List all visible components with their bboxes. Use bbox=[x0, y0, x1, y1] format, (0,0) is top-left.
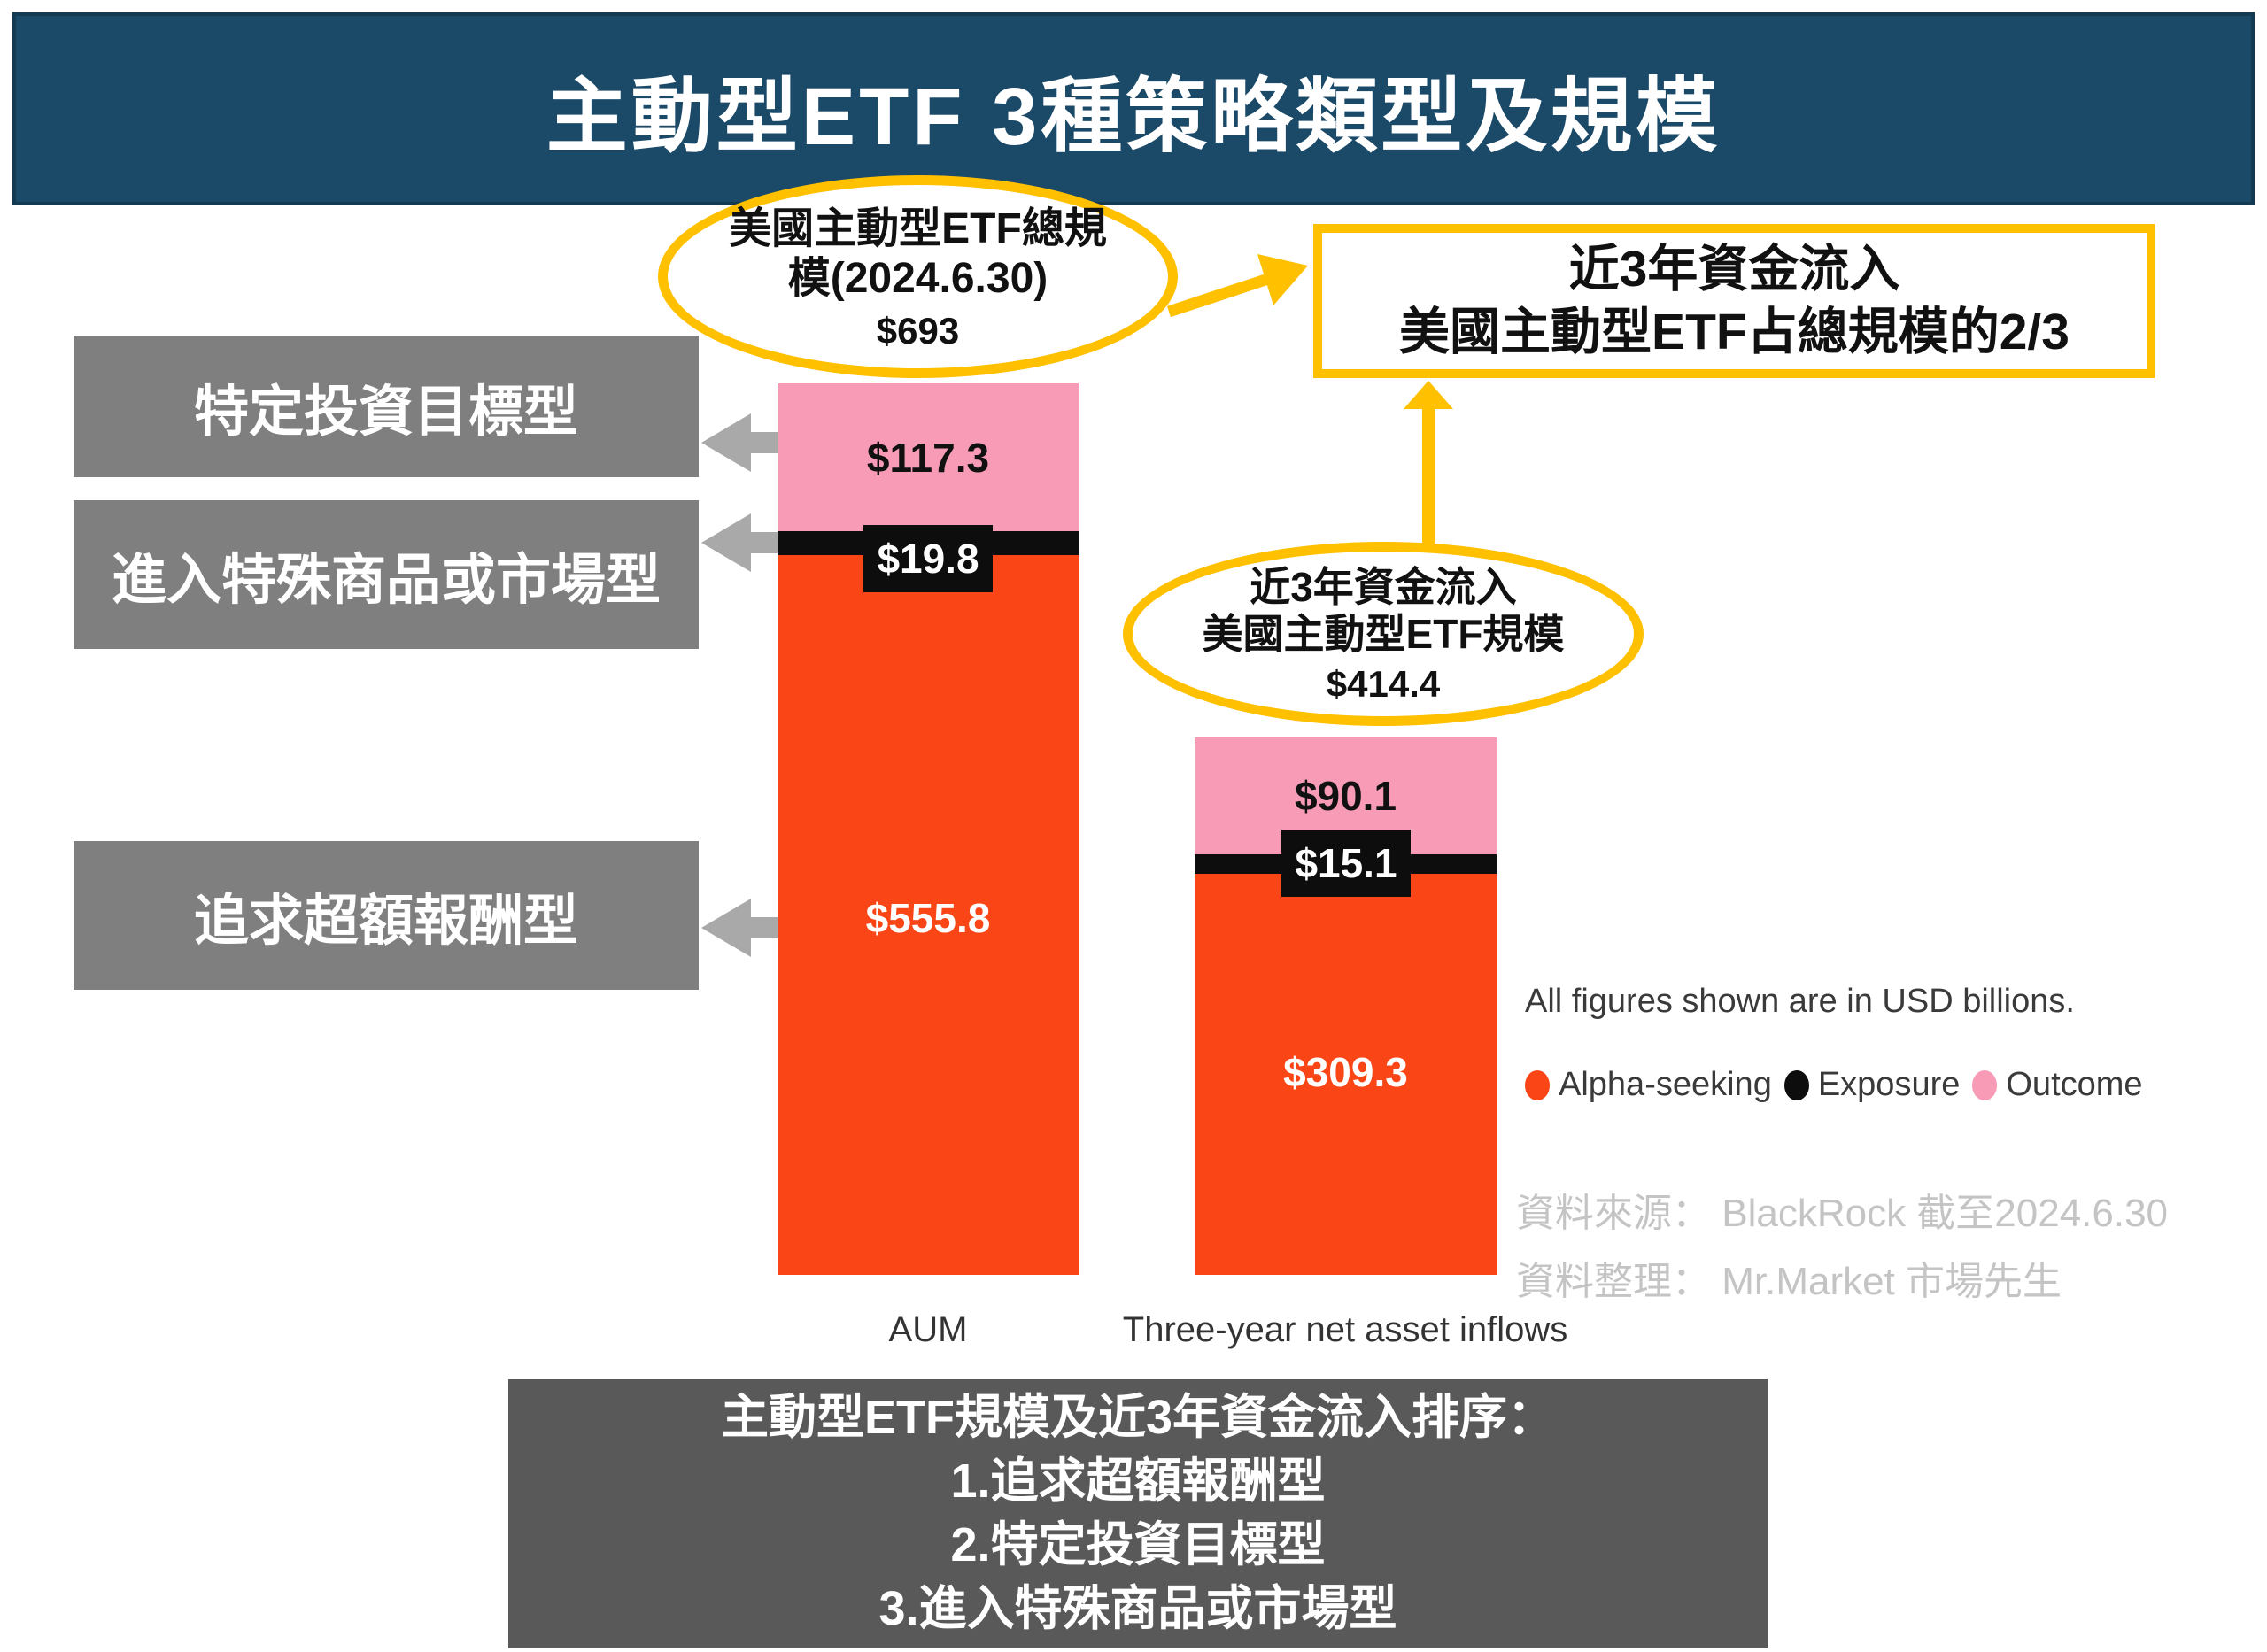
connector-line bbox=[1422, 404, 1435, 549]
callout-ellipse-total: 美國主動型ETF總規 模(2024.6.30) $693 bbox=[658, 175, 1178, 378]
legend-label: Outcome bbox=[2006, 1066, 2143, 1103]
summary-line: 主動型ETF規模及近3年資金流入排序： bbox=[720, 1391, 1556, 1445]
callout-inflow-line1: 近3年資金流入 bbox=[1250, 563, 1517, 610]
bar-inflows-exposure-value: $15.1 bbox=[1295, 840, 1397, 886]
callout-total-value: $693 bbox=[876, 310, 960, 352]
category-box-outcome: 特定投資目標型 bbox=[74, 336, 699, 477]
connector-line bbox=[1166, 273, 1271, 318]
outcome-dot-icon bbox=[1972, 1069, 1998, 1100]
bar-inflows-alpha-value: $309.3 bbox=[1283, 1049, 1408, 1095]
category-label: 特定投資目標型 bbox=[193, 382, 578, 443]
legend-item-alpha-seeking: Alpha-seeking bbox=[1525, 1066, 1772, 1104]
arrow-left-icon bbox=[701, 899, 778, 957]
bar-aum-alpha-segment bbox=[778, 555, 1079, 1275]
axis-label-aum: AUM bbox=[888, 1310, 968, 1349]
category-label: 追求超額報酬型 bbox=[193, 891, 578, 952]
bar-inflows: $90.1 $15.1 $309.3 bbox=[1195, 737, 1497, 1275]
legend-item-exposure: Exposure bbox=[1783, 1066, 1961, 1104]
arrow-left-icon bbox=[701, 513, 778, 572]
callout-inflow-value: $414.4 bbox=[1326, 663, 1441, 706]
bar-inflows-outcome-value: $90.1 bbox=[1294, 773, 1397, 819]
summary-line: 3.進入特殊商品或市場型 bbox=[878, 1581, 1397, 1635]
bar-aum-outcome-segment: $117.3 bbox=[778, 383, 1079, 531]
category-label: 進入特殊商品或市場型 bbox=[111, 550, 661, 611]
bar-inflows-exposure-tag: $15.1 bbox=[1281, 830, 1411, 897]
bar-aum-exposure-tag: $19.8 bbox=[863, 525, 993, 592]
summary-line: 1.追求超額報酬型 bbox=[950, 1455, 1326, 1509]
legend-label: Exposure bbox=[1817, 1066, 1961, 1103]
callout-box-two-thirds: 近3年資金流入 美國主動型ETF占總規模的2/3 bbox=[1313, 224, 2155, 378]
legend-note: All figures shown are in USD billions. bbox=[1525, 983, 2075, 1020]
legend-label: Alpha-seeking bbox=[1559, 1066, 1772, 1103]
callout-total-line2: 模(2024.6.30) bbox=[787, 254, 1048, 302]
bar-aum: $117.3 $19.8 $555.8 bbox=[778, 383, 1079, 1275]
bar-aum-exposure-value: $19.8 bbox=[877, 536, 979, 582]
summary-line: 2.特定投資目標型 bbox=[950, 1518, 1326, 1571]
callout-box-line2: 美國主動型ETF占總規模的2/3 bbox=[1399, 304, 2070, 360]
source-line2: 資料整理： Mr.Market 市場先生 bbox=[1516, 1260, 2062, 1303]
callout-inflow-line2: 美國主動型ETF規模 bbox=[1202, 611, 1565, 657]
axis-label-inflows: Three-year net asset inflows bbox=[1122, 1310, 1568, 1349]
source-line1: 資料來源： BlackRock 截至2024.6.30 bbox=[1516, 1192, 2169, 1235]
bar-inflows-alpha-segment bbox=[1195, 874, 1497, 1275]
summary-box: 主動型ETF規模及近3年資金流入排序： 1.追求超額報酬型 2.特定投資目標型 … bbox=[508, 1379, 1768, 1648]
title-bar: 主動型ETF 3種策略類型及規模 bbox=[12, 12, 2255, 205]
category-box-exposure: 進入特殊商品或市場型 bbox=[74, 500, 699, 649]
source-note: 資料來源： BlackRock 截至2024.6.30 資料整理： Mr.Mar… bbox=[1516, 1179, 2168, 1316]
exposure-dot-icon bbox=[1783, 1069, 1809, 1100]
arrow-right-icon bbox=[1257, 254, 1308, 305]
bar-aum-outcome-value: $117.3 bbox=[866, 434, 990, 481]
callout-ellipse-inflow: 近3年資金流入 美國主動型ETF規模 $414.4 bbox=[1123, 542, 1644, 726]
callout-total-line1: 美國主動型ETF總規 bbox=[729, 205, 1107, 252]
category-box-alpha: 追求超額報酬型 bbox=[74, 841, 699, 990]
arrow-up-icon bbox=[1404, 381, 1453, 409]
alpha-seeking-dot-icon bbox=[1525, 1069, 1550, 1100]
bar-aum-alpha-value: $555.8 bbox=[865, 895, 991, 941]
page-title: 主動型ETF 3種策略類型及規模 bbox=[545, 71, 1722, 162]
legend-item-outcome: Outcome bbox=[1972, 1066, 2143, 1104]
callout-box-line1: 近3年資金流入 bbox=[1568, 240, 1900, 297]
legend: Alpha-seeking Exposure Outcome bbox=[1525, 1066, 2143, 1104]
arrow-left-icon bbox=[701, 413, 778, 472]
